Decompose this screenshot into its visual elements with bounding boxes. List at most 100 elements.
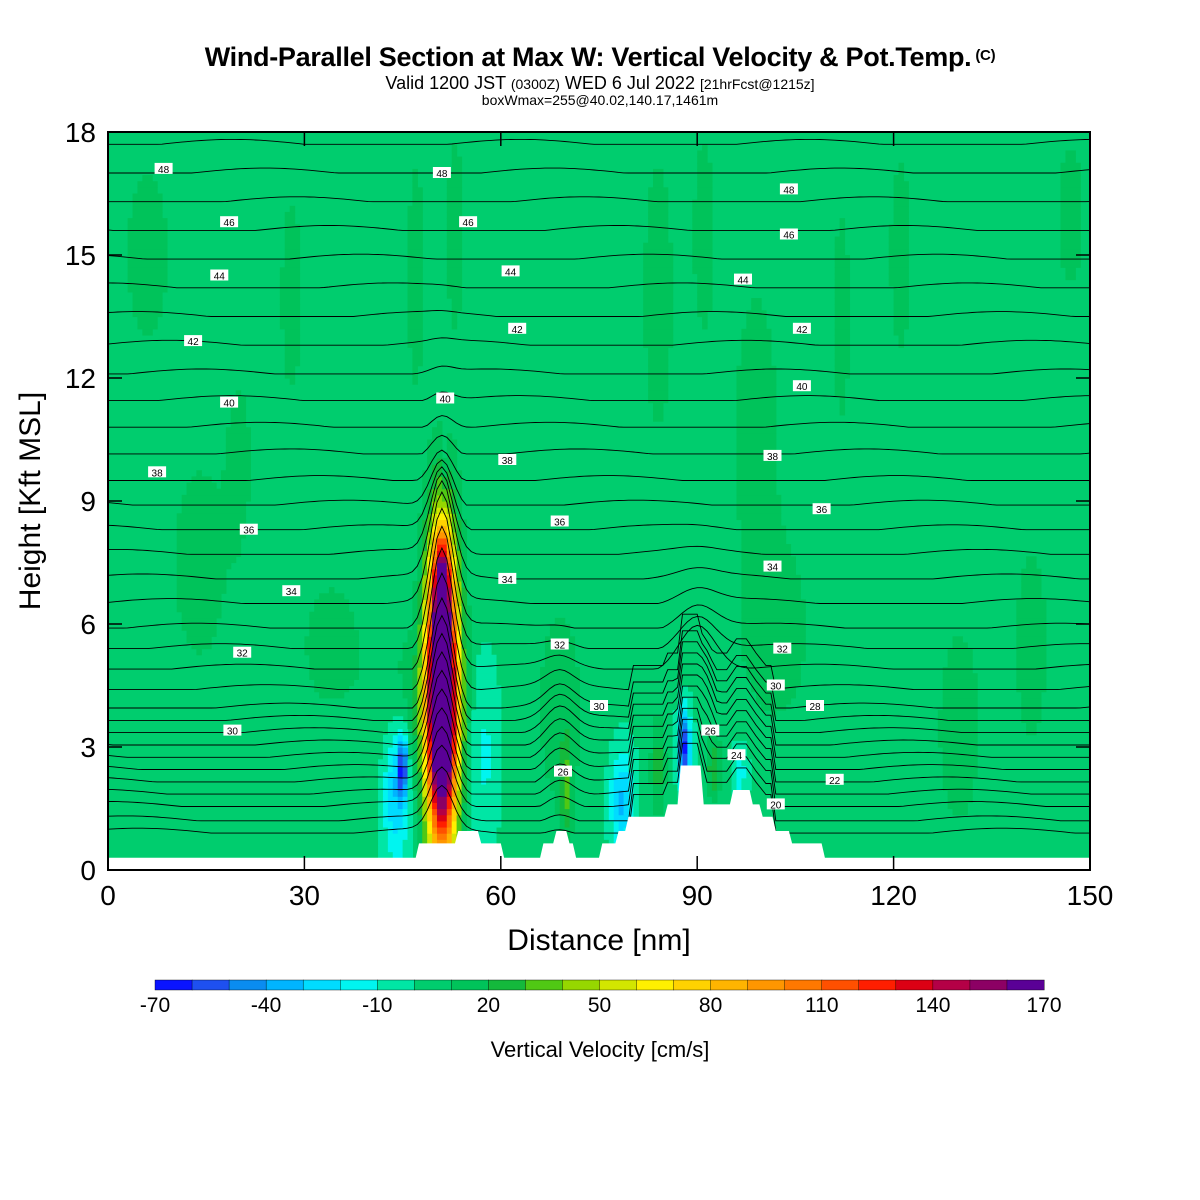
- colorbar: -70 -40 -10 20 50 80 110 140 170: [140, 979, 1062, 1017]
- velocity-cell: [427, 550, 433, 557]
- velocity-cell: [127, 236, 168, 244]
- velocity-cell: [181, 624, 217, 631]
- velocity-cell: [716, 747, 723, 754]
- velocity-cell: [736, 457, 777, 465]
- velocity-cell: [682, 759, 688, 767]
- velocity-cell: [412, 747, 418, 754]
- velocity-cell: [461, 617, 468, 625]
- theta-label-bg: [223, 724, 242, 736]
- velocity-cell: [436, 519, 448, 527]
- velocity-cell: [736, 378, 777, 385]
- velocity-cell: [648, 384, 669, 391]
- velocity-cell: [446, 211, 463, 219]
- velocity-cell: [436, 593, 448, 600]
- velocity-cell: [451, 808, 458, 816]
- velocity-cell: [736, 464, 777, 471]
- velocity-cell: [427, 771, 433, 779]
- velocity-cell: [741, 777, 752, 785]
- velocity-cell: [1016, 611, 1047, 619]
- colorbar-swatch: [636, 979, 675, 991]
- velocity-cell: [628, 802, 634, 810]
- velocity-cell: [432, 470, 443, 477]
- velocity-cell: [608, 783, 615, 791]
- velocity-cell: [436, 820, 448, 828]
- colorbar-swatch: [562, 979, 601, 991]
- velocity-cell: [564, 783, 571, 791]
- velocity-cell: [402, 808, 409, 816]
- velocity-cell: [407, 716, 414, 723]
- velocity-cell: [456, 777, 463, 785]
- valid-date: WED 6 Jul 2022: [564, 73, 695, 93]
- velocity-cell: [736, 371, 777, 379]
- velocity-cell: [741, 599, 806, 607]
- velocity-cell: [643, 267, 674, 275]
- velocity-cell: [392, 820, 404, 828]
- velocity-cell: [471, 734, 482, 742]
- velocity-cell: [707, 771, 713, 779]
- velocity-cell: [427, 501, 433, 508]
- velocity-cell: [446, 291, 463, 299]
- velocity-cell: [422, 593, 428, 600]
- velocity-cell: [736, 501, 782, 508]
- velocity-cell: [603, 814, 610, 822]
- velocity-cell: [378, 771, 384, 779]
- velocity-cell: [422, 617, 428, 625]
- velocity-cell: [697, 175, 713, 182]
- y-tick-label: 18: [65, 117, 96, 148]
- velocity-cell: [436, 525, 448, 533]
- velocity-cell: [397, 796, 404, 803]
- velocity-cell: [451, 796, 458, 803]
- velocity-cell: [446, 519, 453, 527]
- velocity-cell: [947, 654, 973, 662]
- theta-label-bg: [763, 560, 782, 572]
- velocity-cell: [127, 273, 168, 281]
- velocity-cell: [707, 740, 723, 748]
- velocity-cell: [697, 304, 713, 311]
- velocity-cell: [446, 820, 453, 828]
- velocity-cell: [407, 722, 414, 730]
- y-tick-label: 0: [80, 855, 96, 886]
- velocity-cell: [677, 728, 684, 736]
- velocity-cell: [569, 771, 576, 779]
- velocity-cell: [446, 507, 453, 514]
- velocity-cell: [653, 802, 664, 810]
- velocity-cell: [422, 580, 428, 588]
- colorbar-swatch: [710, 979, 749, 991]
- velocity-cell: [422, 771, 428, 779]
- velocity-cell: [397, 790, 404, 797]
- velocity-cell: [387, 783, 394, 791]
- velocity-cell: [436, 562, 448, 570]
- velocity-cell: [382, 777, 389, 785]
- x-tick-label: 120: [870, 880, 917, 911]
- velocity-cell: [741, 580, 801, 588]
- velocity-cell: [387, 722, 409, 730]
- velocity-cell: [451, 691, 458, 699]
- velocity-cell: [1021, 568, 1042, 576]
- velocity-cell: [176, 580, 227, 588]
- velocity-cell: [436, 482, 443, 490]
- velocity-cell: [461, 636, 468, 644]
- velocity-cell: [422, 568, 428, 576]
- velocity-cell: [417, 802, 423, 810]
- velocity-cell: [407, 771, 414, 779]
- velocity-cell: [427, 562, 433, 570]
- velocity-cell: [412, 378, 418, 385]
- velocity-cell: [942, 697, 978, 705]
- velocity-cell: [707, 765, 718, 773]
- velocity-cell: [834, 273, 851, 281]
- velocity-cell: [648, 199, 669, 207]
- velocity-cell: [235, 390, 242, 398]
- velocity-cell: [427, 464, 433, 471]
- velocity-cell: [893, 310, 909, 318]
- velocity-cell: [1060, 211, 1081, 219]
- velocity-cell: [687, 747, 693, 754]
- velocity-cell: [422, 747, 428, 754]
- velocity-cell: [451, 759, 458, 767]
- velocity-cell: [613, 765, 630, 773]
- velocity-cell: [711, 753, 718, 760]
- velocity-cell: [839, 396, 846, 404]
- velocity-cell: [378, 790, 384, 797]
- velocity-cell: [490, 734, 502, 742]
- velocity-cell: [284, 353, 301, 361]
- velocity-cell: [643, 334, 674, 342]
